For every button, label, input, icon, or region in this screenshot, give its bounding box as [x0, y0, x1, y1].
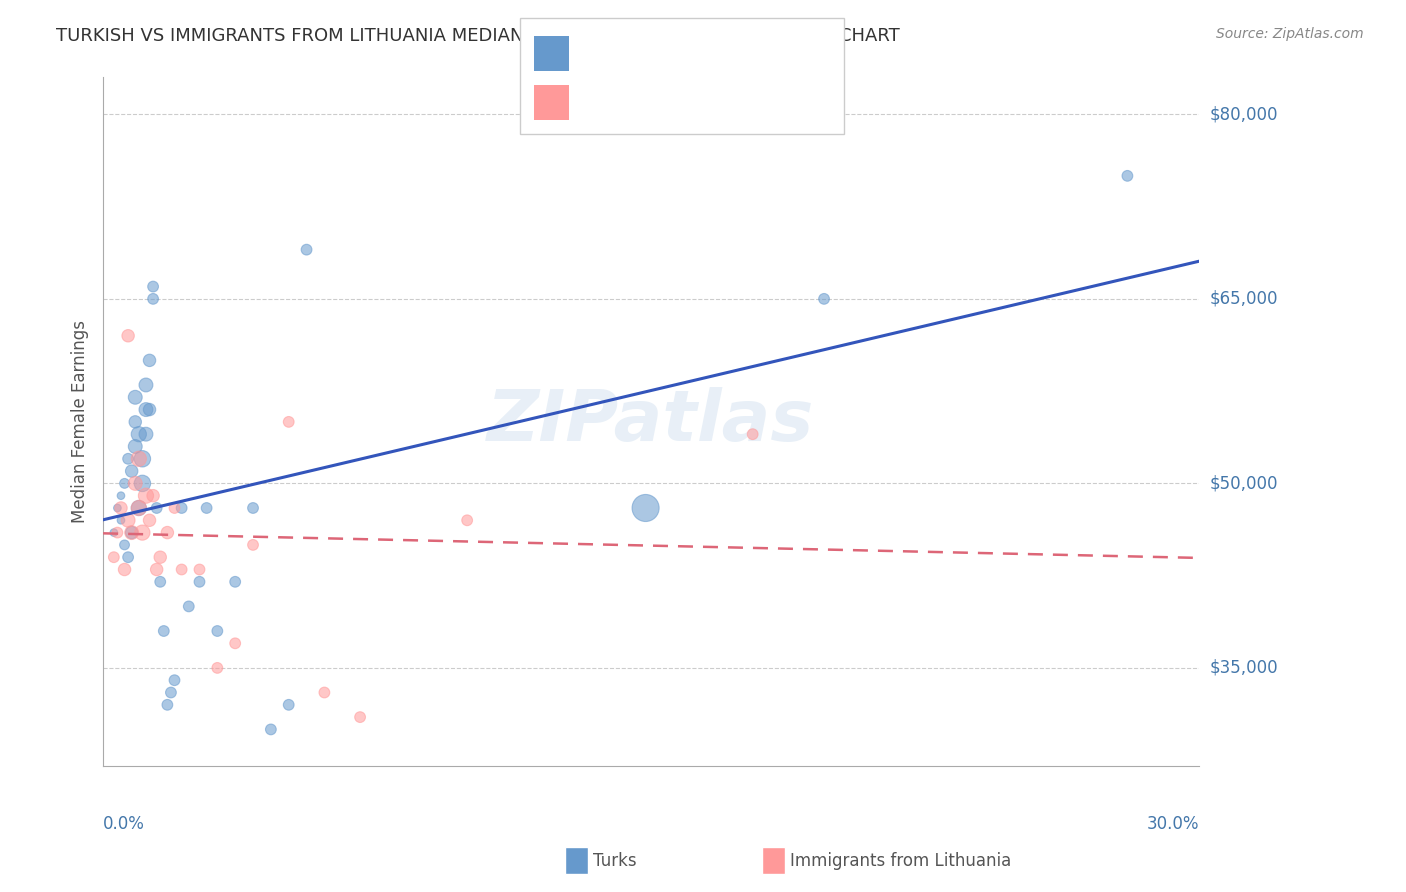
Point [117, 550, 139, 565]
Point [114, 476, 136, 491]
Point [242, 500, 264, 515]
Point [110, 513, 132, 527]
Point [277, 698, 299, 712]
Point [124, 415, 146, 429]
Point [195, 500, 218, 515]
Point [103, 550, 125, 565]
Text: Turks: Turks [593, 852, 637, 870]
Point [188, 574, 211, 589]
Point [163, 673, 186, 688]
Point [224, 574, 246, 589]
Point [135, 427, 157, 442]
Point [107, 500, 129, 515]
Point [128, 427, 150, 442]
Text: R =  0.346   N =  43: R = 0.346 N = 43 [576, 45, 759, 62]
Point [163, 500, 186, 515]
Point [121, 525, 143, 540]
Point [153, 624, 176, 638]
Point [117, 451, 139, 466]
Text: $50,000: $50,000 [1211, 475, 1278, 492]
Point [349, 710, 371, 724]
Point [131, 476, 153, 491]
Point [156, 525, 179, 540]
Point [145, 500, 167, 515]
Point [142, 292, 165, 306]
Point [145, 562, 167, 576]
Point [177, 599, 200, 614]
Point [142, 279, 165, 293]
Text: Source: ZipAtlas.com: Source: ZipAtlas.com [1216, 27, 1364, 41]
Point [124, 476, 146, 491]
Point [107, 525, 129, 540]
Point [170, 562, 193, 576]
Point [138, 513, 160, 527]
Point [121, 525, 143, 540]
Point [131, 451, 153, 466]
Point [135, 489, 157, 503]
Point [103, 525, 125, 540]
Point [1116, 169, 1139, 183]
Y-axis label: Median Female Earnings: Median Female Earnings [72, 320, 89, 524]
Point [188, 562, 211, 576]
Text: 30.0%: 30.0% [1146, 814, 1199, 832]
Point [260, 723, 283, 737]
Point [149, 550, 172, 565]
Text: ZIPatlas: ZIPatlas [488, 387, 814, 457]
Point [138, 402, 160, 417]
Point [160, 685, 183, 699]
Point [124, 440, 146, 454]
Point [135, 402, 157, 417]
Point [121, 464, 143, 478]
Text: $65,000: $65,000 [1211, 290, 1278, 308]
Point [149, 574, 172, 589]
Point [456, 513, 478, 527]
Point [142, 489, 165, 503]
Text: R =  0.219   N =  28: R = 0.219 N = 28 [576, 94, 758, 112]
Point [295, 243, 318, 257]
Point [138, 353, 160, 368]
Point [110, 489, 132, 503]
Point [314, 685, 336, 699]
Text: Immigrants from Lithuania: Immigrants from Lithuania [790, 852, 1011, 870]
Point [634, 500, 657, 515]
Point [224, 636, 246, 650]
Point [110, 500, 132, 515]
Text: $80,000: $80,000 [1211, 105, 1278, 123]
Point [128, 500, 150, 515]
Point [156, 698, 179, 712]
Point [170, 500, 193, 515]
Point [242, 538, 264, 552]
Point [131, 525, 153, 540]
Point [207, 624, 229, 638]
Point [128, 500, 150, 515]
Point [114, 538, 136, 552]
Point [117, 513, 139, 527]
Point [117, 328, 139, 343]
Point [741, 427, 763, 442]
Point [813, 292, 835, 306]
Point [128, 451, 150, 466]
Point [277, 415, 299, 429]
Text: TURKISH VS IMMIGRANTS FROM LITHUANIA MEDIAN FEMALE EARNINGS CORRELATION CHART: TURKISH VS IMMIGRANTS FROM LITHUANIA MED… [56, 27, 900, 45]
Point [114, 562, 136, 576]
Text: 0.0%: 0.0% [103, 814, 145, 832]
Point [124, 390, 146, 404]
Point [207, 661, 229, 675]
Text: $35,000: $35,000 [1211, 659, 1278, 677]
Point [135, 378, 157, 392]
